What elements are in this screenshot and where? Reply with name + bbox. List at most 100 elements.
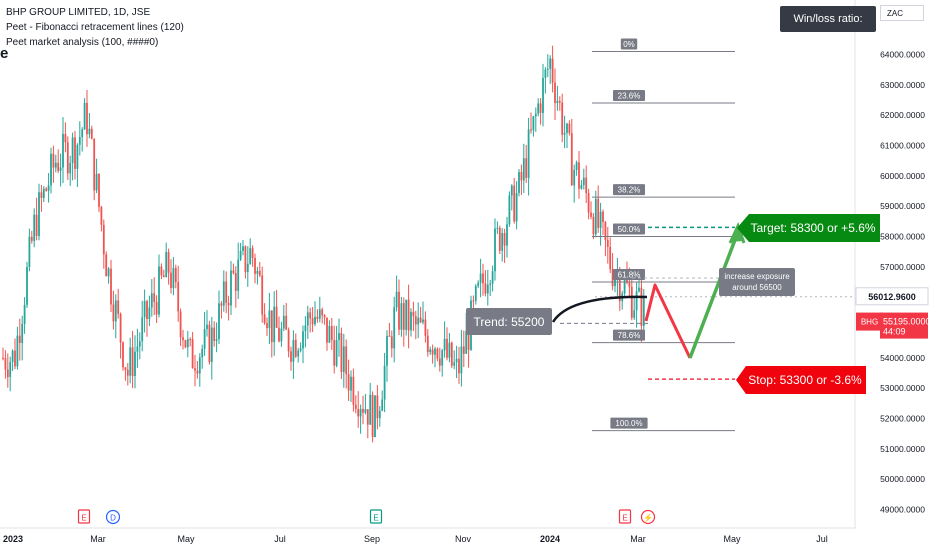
candle-body — [486, 284, 489, 294]
candle-body — [479, 273, 482, 283]
candle-body — [290, 351, 292, 362]
candle-body — [270, 310, 273, 343]
candle-body — [580, 185, 583, 189]
candle-body — [357, 408, 360, 417]
candle-body — [153, 293, 156, 302]
candle-body — [554, 82, 556, 104]
candle-body — [28, 236, 31, 267]
candle-body — [201, 348, 204, 358]
candle-body — [506, 224, 508, 246]
earnings-icon-glyph: E — [622, 514, 627, 523]
candle-body — [66, 142, 69, 174]
candle-body — [460, 346, 463, 374]
candle-body — [254, 258, 256, 274]
candle-body — [174, 267, 177, 283]
candle-body — [566, 123, 568, 133]
candle-body — [546, 68, 549, 70]
candle-body — [74, 137, 76, 169]
candle-body — [352, 376, 355, 405]
projection-down-path — [644, 283, 692, 359]
earnings-icon-glyph: E — [373, 514, 378, 523]
candle-body — [309, 312, 312, 319]
candle-body — [242, 246, 244, 251]
candle-body — [263, 314, 266, 324]
increase-callout-box — [719, 268, 795, 296]
candle-body — [198, 357, 201, 374]
candle-body — [366, 409, 369, 425]
candle-body — [2, 357, 4, 359]
candle-body — [455, 358, 458, 363]
candle-body — [448, 342, 451, 358]
last-price-symbol: BHG — [861, 318, 878, 327]
candle-body — [458, 358, 460, 374]
candle-body — [194, 368, 196, 371]
candle-body — [345, 346, 348, 375]
candle-body — [335, 339, 338, 366]
candle-body — [162, 275, 165, 277]
candle-body — [393, 307, 396, 349]
candle-body — [297, 350, 300, 357]
fib-label: 0% — [623, 40, 635, 49]
candle-body — [602, 211, 604, 223]
symbol-label[interactable]: BHP GROUP LIMITED, 1D, JSE — [6, 7, 151, 18]
candle-body — [422, 319, 424, 323]
candle-body — [522, 158, 525, 181]
candle-body — [623, 278, 626, 294]
candle-body — [282, 315, 285, 329]
candle-body — [374, 395, 376, 438]
candle-body — [414, 316, 417, 325]
candle-body — [42, 188, 45, 198]
indicator-market-analysis[interactable]: Peet market analysis (100, ####0) — [6, 37, 159, 48]
candle-body — [160, 266, 163, 276]
candle-body — [587, 193, 590, 213]
candle-body — [381, 399, 384, 411]
candle-body — [117, 300, 120, 314]
last-price-tag — [880, 312, 928, 339]
candle-body — [378, 410, 381, 419]
candle-body — [69, 162, 72, 174]
candle-body — [129, 347, 132, 376]
candle-body — [98, 174, 100, 208]
candle-body — [112, 304, 115, 322]
last-price-symbol-tag — [856, 312, 883, 331]
candle-body — [172, 267, 175, 289]
candle-body — [278, 327, 280, 342]
candle-body — [306, 312, 309, 326]
win-loss-badge: Win/loss ratio: 1.5:1 — [780, 6, 876, 51]
candle-body — [542, 77, 544, 113]
candle-body — [280, 328, 283, 342]
currency-selector[interactable]: ZAC — [880, 5, 924, 21]
candle-body — [208, 324, 211, 363]
candle-body — [285, 315, 288, 330]
watermark-fragment: e — [0, 45, 9, 62]
y-tick-label: 52000.0000 — [880, 414, 925, 424]
indicator-fibonacci[interactable]: Peet - Fibonacci retracement lines (120) — [6, 22, 184, 33]
projection-up-path — [688, 231, 740, 359]
candle-body — [261, 275, 264, 315]
candle-body — [563, 132, 566, 135]
fib-label: 78.6% — [618, 331, 641, 340]
candle-body — [496, 227, 499, 229]
candle-body — [182, 337, 184, 341]
candle-body — [371, 394, 374, 438]
candle-body — [330, 326, 333, 340]
candle-body — [534, 113, 537, 117]
candle-body — [184, 340, 187, 348]
candle-body — [585, 177, 588, 194]
candle-body — [340, 333, 343, 372]
chart-legend: BHP GROUP LIMITED, 1D, JSE Peet - Fibona… — [6, 5, 184, 50]
candle-body — [26, 266, 28, 305]
candle-body — [350, 376, 352, 391]
candle-body — [62, 133, 64, 168]
candle-body — [635, 291, 638, 311]
candle-body — [606, 240, 609, 247]
candle-body — [400, 303, 403, 330]
candle-body — [604, 222, 607, 241]
candle-body — [90, 128, 93, 139]
candle-body — [342, 346, 345, 372]
candle-body — [611, 268, 614, 287]
candle-body — [266, 323, 268, 329]
candle-body — [474, 285, 477, 301]
candle-body — [76, 144, 79, 169]
